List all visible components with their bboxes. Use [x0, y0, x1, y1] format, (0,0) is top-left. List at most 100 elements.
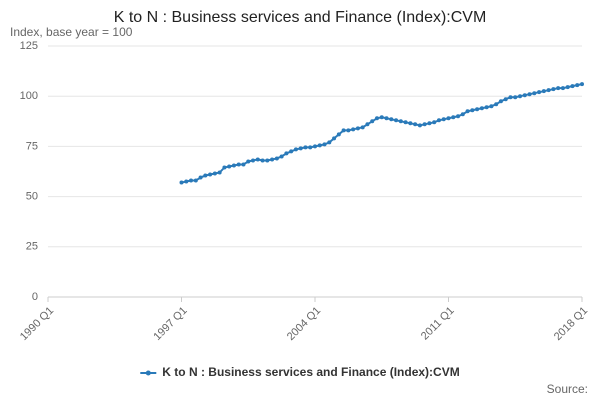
- line: [181, 83, 583, 184]
- point: [432, 120, 437, 125]
- point: [346, 128, 351, 133]
- point: [274, 156, 279, 161]
- point: [260, 158, 265, 163]
- point: [289, 149, 294, 154]
- point: [484, 105, 489, 110]
- point: [422, 122, 427, 127]
- point: [231, 163, 236, 168]
- x-tick-label: 2011 Q1: [419, 305, 457, 343]
- point: [494, 102, 499, 107]
- point: [227, 164, 232, 169]
- y-tick-label: 75: [26, 140, 38, 152]
- point: [189, 178, 194, 183]
- point: [556, 86, 561, 91]
- y-tick-label: 100: [20, 90, 38, 102]
- y-tick-label: 50: [26, 191, 38, 203]
- point: [436, 118, 441, 123]
- point: [298, 146, 303, 151]
- point: [441, 117, 446, 122]
- point: [408, 121, 413, 126]
- point: [427, 121, 432, 126]
- point: [317, 143, 322, 148]
- source: Source:: [547, 382, 588, 396]
- point: [279, 154, 284, 159]
- point: [527, 92, 532, 97]
- point: [293, 147, 298, 152]
- point: [580, 82, 584, 87]
- point: [303, 145, 308, 150]
- point: [284, 151, 289, 156]
- point: [308, 145, 313, 150]
- point: [570, 84, 575, 89]
- point: [498, 99, 503, 104]
- point: [394, 118, 399, 123]
- point: [446, 116, 451, 121]
- point: [470, 108, 475, 113]
- point: [456, 114, 461, 119]
- legend-label: K to N : Business services and Finance (…: [162, 365, 459, 379]
- point: [465, 109, 470, 114]
- point: [413, 122, 418, 127]
- point: [332, 136, 337, 141]
- point: [374, 116, 379, 121]
- point: [208, 172, 213, 177]
- point: [336, 132, 341, 137]
- point: [546, 88, 551, 93]
- point: [217, 170, 222, 175]
- point: [384, 116, 389, 121]
- point: [193, 178, 198, 183]
- point: [398, 119, 403, 124]
- y-tick-label: 0: [32, 291, 38, 303]
- point: [475, 107, 480, 112]
- chart-title: K to N : Business services and Finance (…: [114, 9, 487, 26]
- point: [560, 86, 565, 91]
- point: [389, 117, 394, 122]
- point: [489, 104, 494, 109]
- point: [203, 173, 208, 178]
- y-tick-label: 25: [26, 241, 38, 253]
- point: [460, 112, 465, 117]
- point: [270, 157, 275, 162]
- point: [360, 125, 365, 130]
- point: [212, 171, 217, 176]
- point: [379, 115, 384, 120]
- x-tick-label: 2004 Q1: [285, 305, 323, 343]
- point: [537, 90, 542, 95]
- point: [565, 85, 570, 90]
- point: [513, 95, 518, 100]
- point: [479, 106, 484, 111]
- x-tick-label: 1997 Q1: [151, 305, 189, 343]
- y-tick-label: 125: [20, 40, 38, 52]
- legend-marker: [145, 370, 151, 376]
- point: [365, 122, 370, 127]
- point: [451, 115, 456, 120]
- point: [403, 120, 408, 125]
- point: [351, 127, 356, 132]
- y-axis-label: Index, base year = 100: [10, 25, 133, 39]
- point: [355, 126, 360, 131]
- point: [322, 142, 327, 147]
- point: [222, 165, 227, 170]
- point: [327, 140, 332, 145]
- point: [251, 158, 256, 163]
- point: [246, 159, 251, 164]
- point: [341, 128, 346, 133]
- point: [265, 158, 270, 163]
- point: [313, 144, 317, 149]
- point: [522, 93, 527, 98]
- point: [508, 95, 513, 100]
- point: [370, 119, 375, 124]
- point: [241, 162, 246, 167]
- point: [198, 175, 203, 180]
- point: [551, 87, 556, 92]
- point: [503, 97, 508, 102]
- point: [184, 179, 189, 184]
- x-tick-label: 2018 Q1: [552, 305, 590, 343]
- point: [179, 180, 184, 185]
- point: [575, 83, 580, 88]
- x-tick-label: 1990 Q1: [18, 305, 56, 343]
- point: [255, 157, 260, 162]
- point: [532, 91, 537, 96]
